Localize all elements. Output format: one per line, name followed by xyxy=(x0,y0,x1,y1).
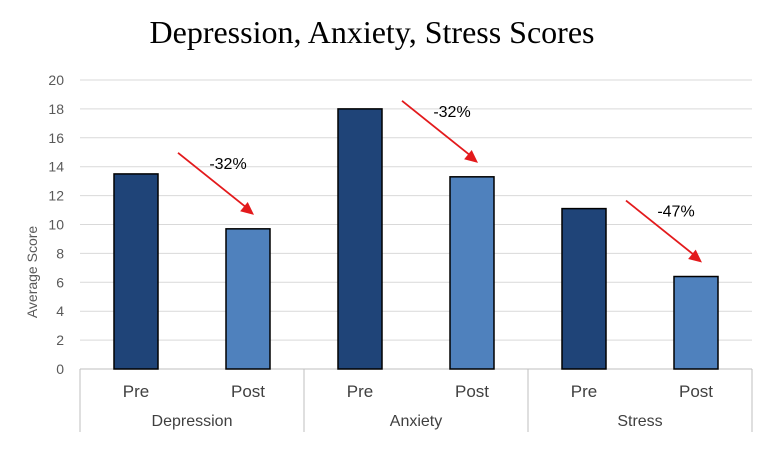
bar-anxiety-post xyxy=(449,176,495,370)
y-tick-label: 20 xyxy=(48,72,64,88)
x-category-label: Post xyxy=(679,382,713,401)
change-arrow-line xyxy=(401,100,473,158)
gridlines xyxy=(80,79,752,370)
y-axis-ticks: 0 2 4 6 8 10 12 14 16 18 20 xyxy=(48,72,64,377)
x-category-label: Pre xyxy=(347,382,373,401)
bar-anxiety-pre xyxy=(337,108,383,370)
bar-stress-post xyxy=(673,275,719,370)
y-tick-label: 18 xyxy=(48,101,64,117)
change-arrow-line xyxy=(177,152,249,210)
y-tick-label: 4 xyxy=(56,303,64,319)
y-tick-label: 2 xyxy=(56,332,64,348)
change-label: -32% xyxy=(209,156,246,173)
bar-stress-pre xyxy=(561,207,607,370)
y-axis-label: Average Score xyxy=(24,226,40,319)
y-tick-label: 0 xyxy=(56,361,64,377)
x-category-label: Post xyxy=(231,382,265,401)
change-label: -32% xyxy=(433,104,470,121)
change-arrow-line xyxy=(625,199,697,258)
change-arrow-head xyxy=(688,249,702,263)
y-tick-label: 8 xyxy=(56,245,64,261)
y-tick-label: 14 xyxy=(48,159,64,175)
x-group-label: Anxiety xyxy=(390,413,442,430)
bar-depression-post xyxy=(225,228,271,370)
bars xyxy=(113,108,719,370)
change-annotations: -32% -32% -47% xyxy=(177,100,702,263)
y-tick-label: 16 xyxy=(48,130,64,146)
bar-depression-pre xyxy=(113,173,159,370)
x-group-label: Stress xyxy=(617,413,662,430)
change-arrow-head xyxy=(240,201,254,215)
x-group-label: Depression xyxy=(152,413,233,430)
x-category-label: Pre xyxy=(571,382,597,401)
change-arrow-head xyxy=(464,149,478,163)
x-category-label: Pre xyxy=(123,382,149,401)
chart-title: Depression, Anxiety, Stress Scores xyxy=(150,14,595,50)
y-tick-label: 6 xyxy=(56,274,64,290)
y-tick-label: 10 xyxy=(48,217,64,233)
x-category-label: Post xyxy=(455,382,489,401)
y-tick-label: 12 xyxy=(48,188,64,204)
change-label: -47% xyxy=(657,204,694,221)
